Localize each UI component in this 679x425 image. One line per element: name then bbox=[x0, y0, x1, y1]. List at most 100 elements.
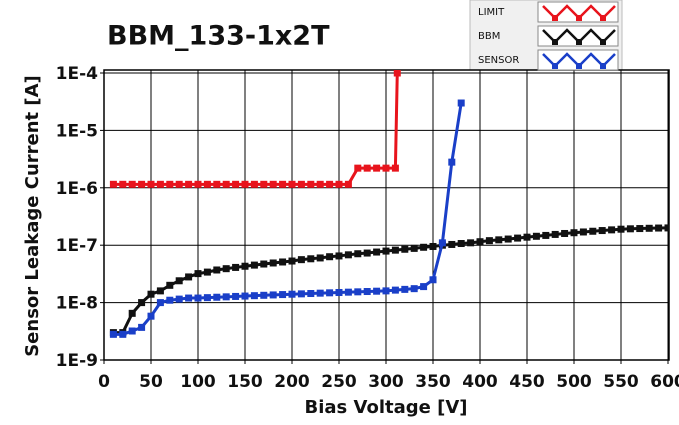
legend-marker bbox=[600, 15, 606, 21]
data-point bbox=[664, 224, 669, 232]
data-point bbox=[476, 238, 484, 246]
legend-label: BBM bbox=[478, 31, 500, 42]
x-tick-label: 300 bbox=[368, 372, 404, 392]
data-point bbox=[326, 180, 334, 188]
data-point bbox=[316, 289, 324, 297]
legend-marker bbox=[552, 39, 558, 45]
data-point bbox=[561, 229, 569, 237]
data-point bbox=[579, 228, 587, 236]
data-point bbox=[335, 252, 343, 260]
data-point bbox=[166, 296, 174, 304]
data-point bbox=[391, 246, 399, 254]
data-point bbox=[260, 260, 268, 268]
data-point bbox=[213, 293, 221, 301]
data-point bbox=[175, 180, 183, 188]
legend-marker bbox=[600, 39, 606, 45]
x-tick-label: 350 bbox=[415, 372, 451, 392]
data-point bbox=[269, 291, 277, 299]
data-point bbox=[203, 294, 211, 302]
data-point bbox=[504, 235, 512, 243]
data-point bbox=[297, 290, 305, 298]
data-point bbox=[213, 180, 221, 188]
data-point bbox=[269, 259, 277, 267]
y-tick-label: 1E-7 bbox=[56, 236, 98, 256]
data-point bbox=[391, 164, 399, 172]
data-point bbox=[636, 225, 644, 233]
data-point bbox=[363, 288, 371, 296]
x-tick-label: 600 bbox=[650, 372, 679, 392]
data-point bbox=[354, 288, 362, 296]
data-point bbox=[279, 258, 287, 266]
legend-label: LIMIT bbox=[478, 7, 505, 18]
data-point bbox=[194, 180, 202, 188]
x-tick-label: 100 bbox=[180, 372, 216, 392]
data-point bbox=[382, 287, 390, 295]
data-point bbox=[467, 239, 475, 247]
data-point bbox=[232, 292, 240, 300]
y-tick-label: 1E-9 bbox=[56, 351, 98, 371]
data-point bbox=[260, 291, 268, 299]
data-point bbox=[410, 285, 418, 293]
data-point bbox=[448, 158, 456, 166]
data-point bbox=[344, 288, 352, 296]
data-point bbox=[373, 248, 381, 256]
data-point bbox=[147, 180, 155, 188]
data-point bbox=[598, 227, 606, 235]
data-point bbox=[297, 180, 305, 188]
data-point bbox=[532, 232, 540, 240]
data-point bbox=[457, 99, 465, 107]
x-tick-label: 50 bbox=[139, 372, 163, 392]
data-point bbox=[119, 330, 127, 338]
data-point bbox=[382, 247, 390, 255]
data-point bbox=[128, 180, 136, 188]
y-tick-label: 1E-4 bbox=[56, 64, 98, 84]
data-point bbox=[138, 299, 146, 307]
data-point bbox=[203, 268, 211, 276]
data-point bbox=[335, 180, 343, 188]
data-point bbox=[175, 295, 183, 303]
data-point bbox=[250, 292, 258, 300]
data-point bbox=[448, 240, 456, 248]
data-point bbox=[156, 180, 164, 188]
data-point bbox=[429, 276, 437, 284]
data-point bbox=[420, 283, 428, 291]
data-point bbox=[109, 180, 117, 188]
data-point bbox=[307, 290, 315, 298]
data-point bbox=[626, 225, 634, 233]
data-point bbox=[589, 227, 597, 235]
data-point bbox=[128, 327, 136, 335]
data-point bbox=[382, 164, 390, 172]
data-point bbox=[344, 251, 352, 259]
x-tick-label: 450 bbox=[509, 372, 545, 392]
data-point bbox=[393, 70, 401, 77]
data-point bbox=[138, 323, 146, 331]
data-point bbox=[222, 180, 230, 188]
data-point bbox=[194, 270, 202, 278]
data-point bbox=[316, 180, 324, 188]
legend-label: SENSOR bbox=[478, 55, 519, 66]
data-point bbox=[457, 240, 465, 248]
data-point bbox=[354, 250, 362, 258]
data-point bbox=[288, 257, 296, 265]
x-axis-label: Bias Voltage [V] bbox=[305, 397, 468, 418]
y-tick-label: 1E-5 bbox=[56, 121, 98, 141]
data-point bbox=[213, 266, 221, 274]
data-point bbox=[655, 224, 663, 232]
data-point bbox=[551, 230, 559, 238]
data-point bbox=[297, 256, 305, 264]
legend-marker bbox=[576, 39, 582, 45]
data-point bbox=[279, 180, 287, 188]
data-point bbox=[269, 180, 277, 188]
data-point bbox=[363, 164, 371, 172]
data-point bbox=[166, 180, 174, 188]
chart-title: BBM_133-1x2T bbox=[107, 21, 330, 52]
data-point bbox=[232, 180, 240, 188]
data-point bbox=[373, 287, 381, 295]
data-point bbox=[175, 277, 183, 285]
data-point bbox=[438, 239, 446, 247]
data-point bbox=[344, 180, 352, 188]
x-tick-label: 150 bbox=[227, 372, 263, 392]
data-point bbox=[203, 180, 211, 188]
y-tick-label: 1E-8 bbox=[56, 294, 98, 314]
